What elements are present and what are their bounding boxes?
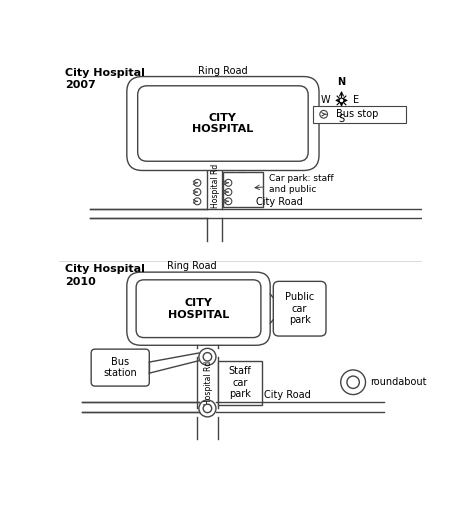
Text: Ring Road: Ring Road bbox=[198, 66, 248, 76]
Circle shape bbox=[194, 180, 201, 186]
Circle shape bbox=[203, 404, 212, 413]
Bar bbox=[218, 361, 263, 405]
FancyBboxPatch shape bbox=[273, 281, 326, 336]
Text: roundabout: roundabout bbox=[370, 377, 427, 387]
Text: Bus
station: Bus station bbox=[103, 357, 137, 378]
Text: City Road: City Road bbox=[264, 390, 310, 400]
Circle shape bbox=[199, 400, 216, 417]
FancyBboxPatch shape bbox=[127, 76, 319, 170]
Circle shape bbox=[194, 188, 201, 196]
Text: CITY
HOSPITAL: CITY HOSPITAL bbox=[168, 298, 229, 319]
Text: CITY
HOSPITAL: CITY HOSPITAL bbox=[192, 112, 254, 134]
Text: Hospital Rd: Hospital Rd bbox=[211, 164, 219, 208]
Bar bbox=[313, 106, 406, 123]
FancyBboxPatch shape bbox=[127, 272, 270, 345]
Circle shape bbox=[194, 198, 201, 205]
Text: Ring Road: Ring Road bbox=[166, 262, 216, 271]
FancyBboxPatch shape bbox=[136, 280, 261, 337]
Text: Bus stop: Bus stop bbox=[336, 109, 378, 119]
Circle shape bbox=[225, 188, 232, 196]
Text: City Hospital
2010: City Hospital 2010 bbox=[65, 264, 145, 287]
FancyBboxPatch shape bbox=[91, 349, 149, 386]
Text: S: S bbox=[339, 114, 345, 124]
Text: N: N bbox=[337, 76, 346, 87]
Text: Hospital Rd: Hospital Rd bbox=[204, 361, 213, 405]
Text: City Hospital
2007: City Hospital 2007 bbox=[65, 68, 145, 90]
FancyBboxPatch shape bbox=[138, 86, 308, 161]
Circle shape bbox=[225, 180, 232, 186]
Text: E: E bbox=[353, 95, 359, 105]
Circle shape bbox=[347, 376, 359, 389]
Circle shape bbox=[339, 98, 344, 103]
Circle shape bbox=[320, 110, 327, 118]
Text: Car park: staff
and public: Car park: staff and public bbox=[255, 174, 334, 194]
Circle shape bbox=[203, 352, 212, 361]
Text: W: W bbox=[320, 95, 330, 105]
Text: Public
car
park: Public car park bbox=[285, 292, 314, 325]
Circle shape bbox=[225, 198, 232, 205]
Circle shape bbox=[340, 370, 365, 395]
Circle shape bbox=[199, 348, 216, 365]
Bar bbox=[223, 172, 263, 207]
Text: Staff
car
park: Staff car park bbox=[228, 366, 251, 399]
Text: City Road: City Road bbox=[256, 197, 303, 207]
